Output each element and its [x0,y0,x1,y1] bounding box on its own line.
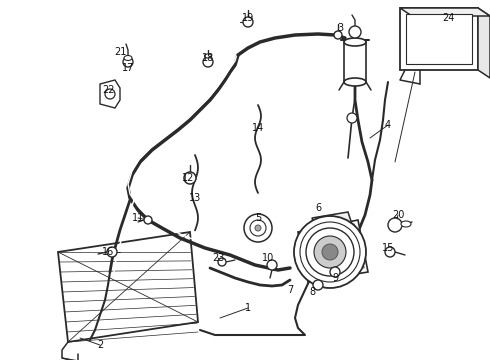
Ellipse shape [401,221,411,227]
Text: 14: 14 [252,123,264,133]
Circle shape [385,247,395,257]
Text: 2: 2 [97,340,103,350]
Text: 11: 11 [132,213,144,223]
Text: 17: 17 [122,63,134,73]
Text: 23: 23 [212,253,224,263]
Circle shape [388,218,402,232]
Text: 20: 20 [392,210,404,220]
Polygon shape [312,212,362,265]
Text: 9: 9 [332,273,338,283]
Circle shape [347,113,357,123]
Text: 10: 10 [262,253,274,263]
Text: 4: 4 [385,120,391,130]
Text: 13: 13 [189,193,201,203]
Text: 1: 1 [245,303,251,313]
Text: 3: 3 [337,23,343,33]
Circle shape [243,17,253,27]
Circle shape [267,260,277,270]
Circle shape [255,225,261,231]
Text: 8: 8 [309,287,315,297]
Circle shape [314,236,346,268]
Circle shape [144,216,152,224]
Ellipse shape [204,54,212,58]
Polygon shape [100,80,120,108]
Ellipse shape [124,55,132,60]
Text: 22: 22 [102,85,114,95]
Circle shape [294,216,366,288]
Ellipse shape [344,38,366,46]
Circle shape [334,31,342,39]
Polygon shape [400,8,478,70]
Circle shape [300,222,360,282]
Circle shape [107,247,117,257]
Text: 6: 6 [315,203,321,213]
Text: 7: 7 [287,285,293,295]
Circle shape [244,214,272,242]
Circle shape [203,57,213,67]
Polygon shape [298,220,368,282]
Text: 19: 19 [242,13,254,23]
Circle shape [306,228,354,276]
Ellipse shape [344,78,366,86]
Polygon shape [478,8,490,78]
Text: 12: 12 [182,173,194,183]
Circle shape [313,280,323,290]
Text: 5: 5 [255,213,261,223]
Circle shape [330,267,340,277]
Circle shape [123,57,133,67]
Circle shape [250,220,266,236]
Text: 24: 24 [442,13,454,23]
Polygon shape [400,8,490,16]
Text: 15: 15 [382,243,394,253]
Text: 21: 21 [114,47,126,57]
Text: 16: 16 [102,247,114,257]
Circle shape [105,89,115,99]
Text: 18: 18 [202,53,214,63]
Circle shape [218,258,226,266]
Circle shape [184,172,196,184]
Circle shape [349,26,361,38]
Polygon shape [406,14,472,64]
Polygon shape [58,232,198,342]
Circle shape [322,244,338,260]
